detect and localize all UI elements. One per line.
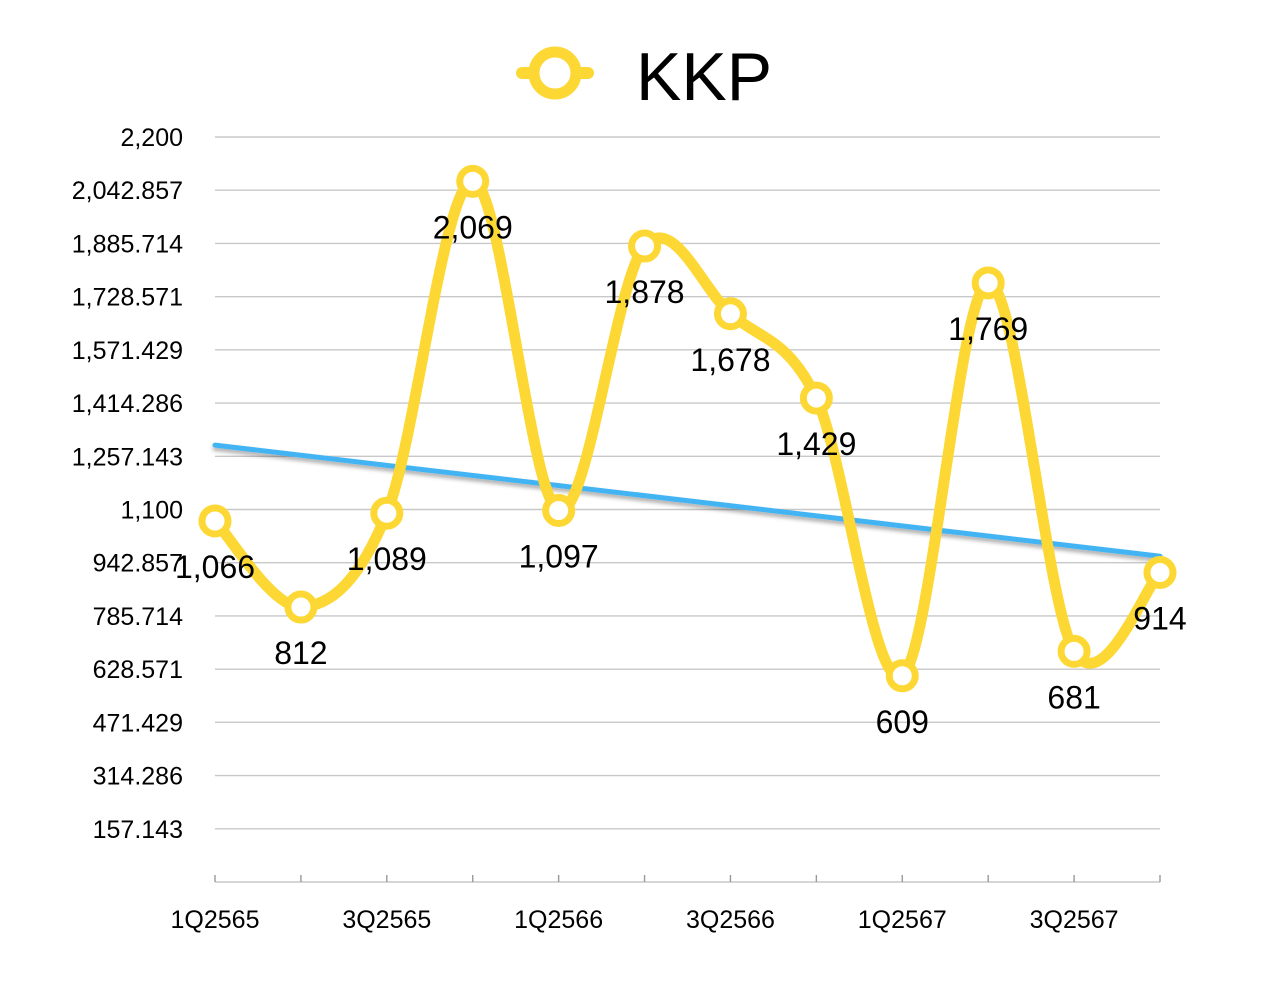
data-point — [1057, 634, 1091, 668]
data-point — [1143, 555, 1177, 589]
y-tick-label: 785.714 — [93, 603, 183, 631]
data-label: 1,678 — [690, 342, 770, 378]
y-tick-label: 157.143 — [93, 816, 183, 844]
data-label: 681 — [1047, 679, 1100, 715]
legend: KKP — [516, 39, 772, 115]
x-axis: 1Q2565 3Q2565 1Q2566 3Q2566 1Q2567 3Q2567 — [171, 875, 1161, 934]
series-line-kkp — [209, 175, 1166, 683]
chart-title: KKP — [636, 39, 772, 115]
gridlines — [215, 136, 1160, 830]
data-label: 1,089 — [347, 541, 427, 577]
y-tick-label: 471.429 — [93, 709, 183, 737]
y-tick-label: 1,728.571 — [72, 284, 183, 312]
y-tick-label: 314.286 — [93, 763, 183, 791]
x-tick-label: 3Q2565 — [342, 906, 431, 934]
data-point — [284, 590, 318, 624]
data-label: 812 — [274, 635, 327, 671]
data-label: 1,429 — [776, 426, 856, 462]
data-point — [885, 659, 919, 693]
y-tick-label: 942.857 — [93, 550, 183, 578]
data-label: 2,069 — [433, 209, 513, 245]
y-axis: 157.143 314.286 471.429 628.571 785.714 942.8… — [72, 124, 183, 844]
x-tick-label: 1Q2567 — [858, 906, 947, 934]
y-tick-label: 2,042.857 — [72, 177, 183, 205]
data-point — [713, 297, 747, 331]
trendline — [212, 442, 1163, 559]
y-tick-label: 1,571.429 — [72, 337, 183, 365]
data-point — [971, 266, 1005, 300]
x-tick-label: 1Q2566 — [514, 906, 603, 934]
trendline-layer — [212, 442, 1163, 559]
data-point — [799, 381, 833, 415]
legend-marker-swatch — [528, 46, 582, 100]
y-tick-label: 2,200 — [120, 124, 183, 152]
x-tick-label: 3Q2566 — [686, 906, 775, 934]
data-point — [370, 496, 404, 530]
data-label: 1,878 — [605, 274, 685, 310]
data-point — [456, 164, 490, 198]
y-tick-label: 628.571 — [93, 656, 183, 684]
y-tick-label: 1,257.143 — [72, 443, 183, 471]
data-point — [628, 229, 662, 263]
y-tick-label: 1,100 — [120, 497, 183, 525]
x-tick-label: 3Q2567 — [1030, 906, 1119, 934]
y-tick-label: 1,414.286 — [72, 390, 183, 418]
data-label: 1,066 — [175, 549, 255, 585]
data-label: 609 — [876, 704, 929, 740]
x-tick-label: 1Q2565 — [171, 906, 260, 934]
data-label: 914 — [1133, 600, 1186, 636]
y-tick-label: 1,885.714 — [72, 230, 183, 258]
data-label: 1,097 — [519, 539, 599, 575]
series-layer — [198, 164, 1177, 693]
data-point — [542, 494, 576, 528]
data-label: 1,769 — [948, 311, 1028, 347]
data-point — [198, 504, 232, 538]
